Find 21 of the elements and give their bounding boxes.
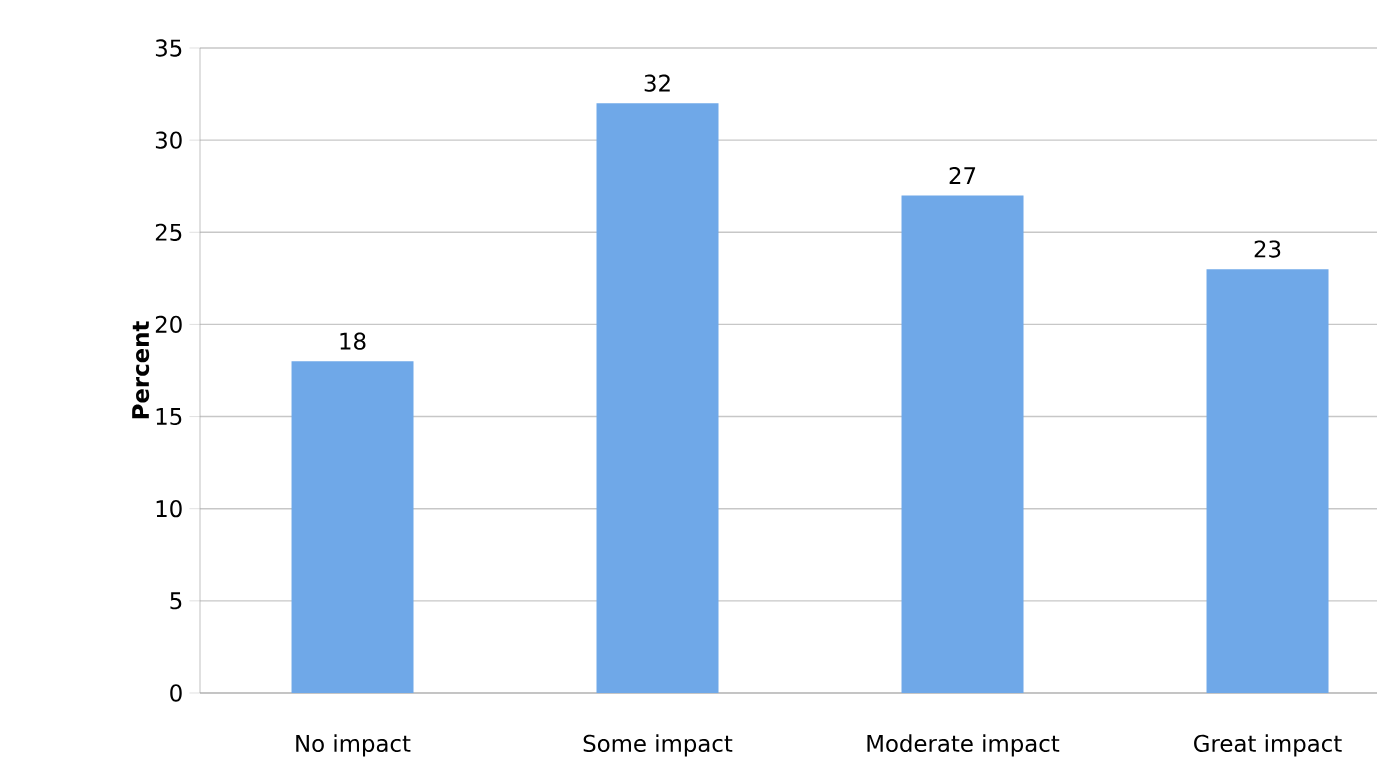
y-tick-label: 5: [170, 592, 182, 610]
y-tick-label: 30: [155, 131, 182, 149]
bar: [596, 103, 719, 693]
y-tick-label: 15: [156, 408, 182, 426]
bar: [1206, 269, 1329, 693]
data-label: 23: [1254, 240, 1281, 258]
y-tick-label: 10: [156, 500, 182, 518]
data-label: 32: [644, 74, 670, 92]
y-axis-title: Percent: [132, 321, 150, 419]
data-label: 18: [340, 332, 366, 350]
data-label: 27: [949, 166, 976, 184]
y-tick-label: 35: [155, 39, 182, 57]
y-tick-label: 25: [155, 223, 182, 241]
x-tick-label: Moderate impact: [867, 734, 1060, 757]
y-tick-label: 0: [170, 684, 182, 702]
x-tick-label: Some impact: [583, 734, 733, 757]
y-tick-label: 20: [155, 315, 182, 334]
bar: [901, 195, 1024, 693]
x-tick-label: Great impact: [1194, 734, 1342, 757]
x-tick-label: No impact: [296, 734, 411, 757]
bar: [291, 361, 414, 693]
